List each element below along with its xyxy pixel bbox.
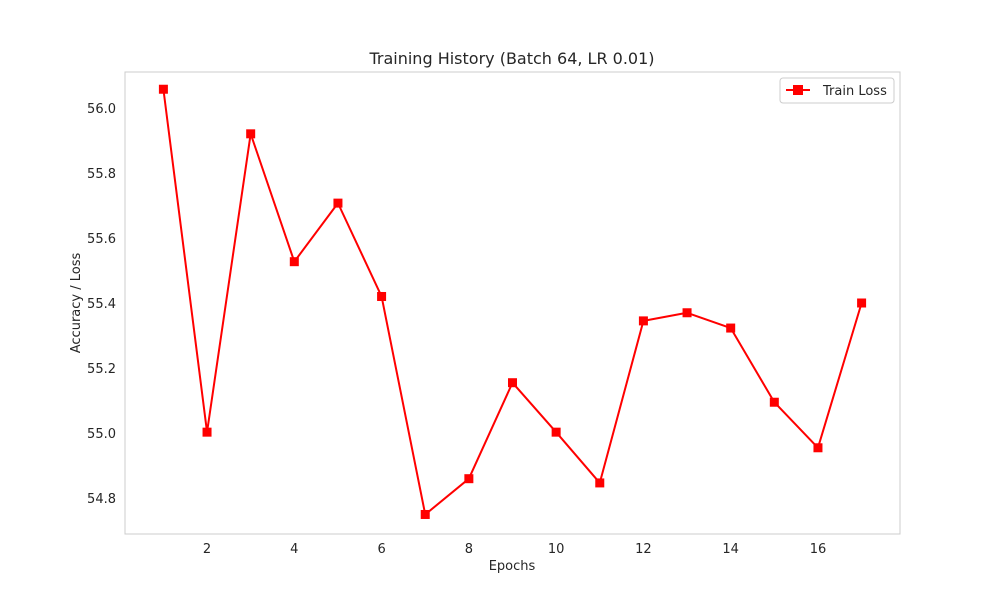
y-tick-label: 55.6 xyxy=(87,232,116,247)
data-point-marker xyxy=(726,323,736,333)
x-tick-label: 2 xyxy=(203,542,211,557)
legend: Train Loss xyxy=(779,77,895,104)
y-tick-label: 55.4 xyxy=(87,297,116,312)
data-point-marker xyxy=(464,474,474,484)
data-point-marker xyxy=(202,427,212,437)
x-axis-label: Epochs xyxy=(489,559,536,574)
y-axis-ticks: 54.8 55.0 55.2 55.4 55.6 55.8 56.0 xyxy=(87,102,116,507)
legend-marker-sample xyxy=(793,85,803,95)
y-tick-label: 55.8 xyxy=(87,167,116,182)
x-tick-label: 4 xyxy=(290,542,298,557)
series-layer xyxy=(158,84,867,519)
x-tick-label: 16 xyxy=(810,542,827,557)
data-point-marker xyxy=(769,397,779,407)
data-point-marker xyxy=(638,316,648,326)
x-tick-label: 8 xyxy=(465,542,473,557)
data-point-marker xyxy=(857,298,867,308)
chart-title: Training History (Batch 64, LR 0.01) xyxy=(368,49,654,68)
data-point-marker xyxy=(551,427,561,437)
data-point-marker xyxy=(377,291,387,301)
x-tick-label: 14 xyxy=(722,542,739,557)
plot-area xyxy=(124,71,901,535)
x-axis-ticks: 2 4 6 8 10 12 14 16 xyxy=(203,542,826,557)
data-point-marker xyxy=(246,129,256,139)
data-point-marker xyxy=(595,478,605,488)
y-tick-label: 54.8 xyxy=(87,492,116,507)
y-tick-label: 55.2 xyxy=(87,362,116,377)
y-tick-label: 55.0 xyxy=(87,427,116,442)
data-point-marker xyxy=(420,509,430,519)
data-point-marker xyxy=(333,198,343,208)
data-point-marker xyxy=(813,443,823,453)
data-point-marker xyxy=(289,257,299,267)
x-tick-label: 10 xyxy=(548,542,565,557)
data-point-marker xyxy=(682,308,692,318)
y-axis-label: Accuracy / Loss xyxy=(69,253,84,354)
y-tick-label: 56.0 xyxy=(87,102,116,117)
data-point-marker xyxy=(508,378,517,388)
x-tick-label: 12 xyxy=(635,542,652,557)
x-tick-label: 6 xyxy=(377,542,385,557)
legend-box xyxy=(779,77,895,104)
legend-label-train-loss: Train Loss xyxy=(822,84,887,99)
data-point-marker xyxy=(158,84,168,94)
